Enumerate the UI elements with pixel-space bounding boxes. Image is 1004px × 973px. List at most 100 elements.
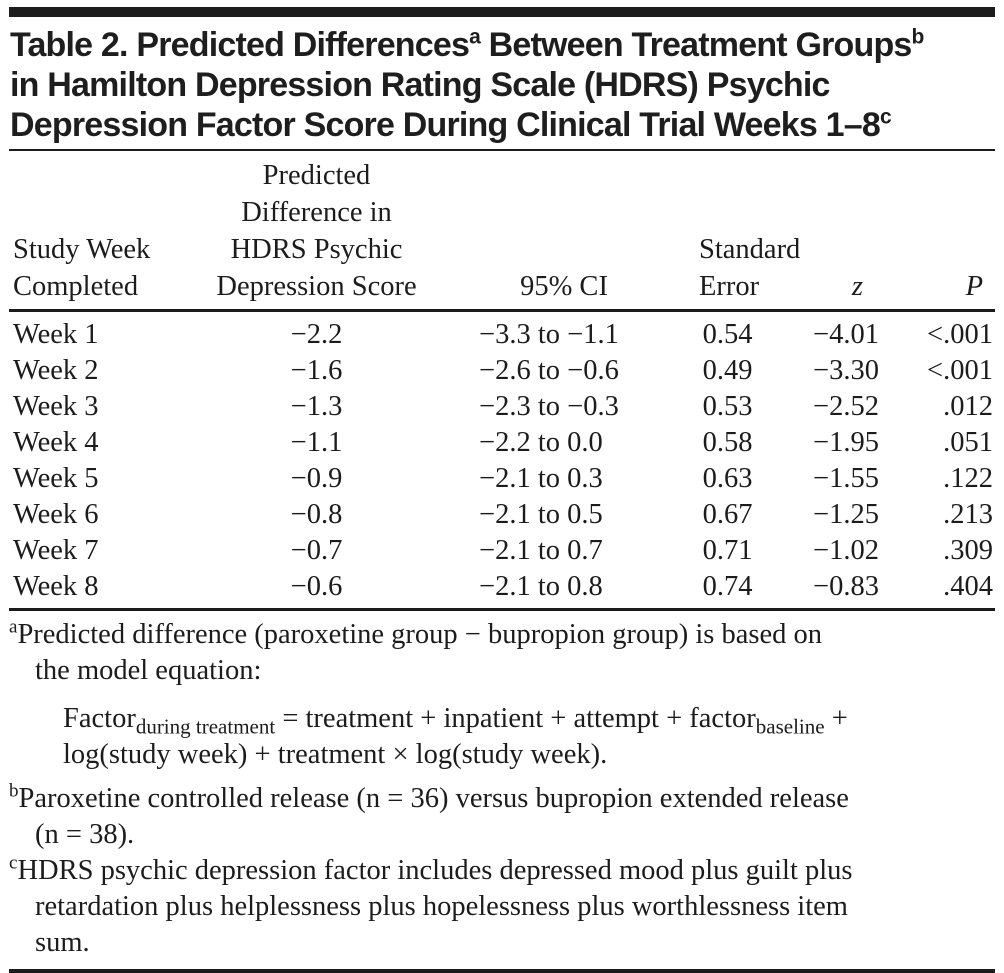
z-column-header: z (784, 151, 889, 311)
table-title-line-2: in Hamilton Depression Rating Scale (HDR… (10, 66, 830, 104)
title-footnote-marker-c: c (879, 105, 892, 129)
study-week-column-header: Study Week Completed (9, 151, 174, 311)
diff-cell: −0.9 (290, 463, 343, 494)
title-text: Table 2. Predicted Differences (10, 26, 470, 64)
table-row: Week 2 −1.6 −2.6 to −0.6 0.49 −3.30 <.00… (9, 353, 995, 389)
table-row: Week 4 −1.1 −2.2 to 0.0 0.58 −1.95 .051 (9, 425, 995, 461)
diff-cell: −0.7 (290, 535, 343, 566)
table-row: Week 1 −2.2 −3.3 to −1.1 0.54 −4.01 <.00… (9, 311, 995, 354)
title-footnote-marker-b: b (911, 25, 925, 49)
equation-term: = treatment + inpatient + attempt + fact… (275, 703, 756, 734)
footnote-marker-b: b (9, 780, 19, 802)
header-line: Study Week (13, 234, 151, 265)
results-table: Study Week Completed Predicted Differenc… (9, 151, 995, 611)
table-body: Week 1 −2.2 −3.3 to −1.1 0.54 −4.01 <.00… (9, 311, 995, 610)
z-cell: −2.52 (813, 391, 879, 422)
header-line: Depression Score (216, 271, 417, 302)
se-cell: 0.53 (702, 391, 753, 422)
z-cell: −0.83 (813, 571, 879, 602)
p-cell: .309 (943, 535, 993, 566)
p-cell: .213 (943, 499, 993, 530)
p-cell: .051 (943, 427, 993, 458)
z-cell: −1.55 (813, 463, 879, 494)
week-cell: Week 5 (13, 463, 99, 494)
p-cell: .122 (943, 463, 993, 494)
footnote-c-line: retardation plus helplessness plus hopel… (35, 891, 848, 922)
ci-value: −3.3 to −1.1 (479, 319, 619, 350)
ci-value: −2.2 to 0.0 (479, 427, 603, 458)
week-cell: Week 2 (13, 355, 99, 386)
header-line: Difference in (241, 197, 392, 228)
p-column-header: P (889, 151, 995, 311)
ci-cell: −2.6 to −0.6 (459, 353, 699, 389)
se-cell: 0.63 (702, 463, 753, 494)
week-cell: Week 4 (13, 427, 99, 458)
table-header: Study Week Completed Predicted Differenc… (9, 151, 995, 311)
table-row: Week 8 −0.6 −2.1 to 0.8 0.74 −0.83 .404 (9, 569, 995, 610)
footnote-text: Paroxetine controlled release (n = 36) v… (18, 783, 849, 814)
z-cell: −1.25 (813, 499, 879, 530)
se-cell: 0.71 (702, 535, 753, 566)
diff-cell: −1.1 (290, 427, 343, 458)
model-equation: Factorduring treatment = treatment + inp… (63, 701, 995, 773)
diff-cell: −0.6 (290, 571, 343, 602)
header-line: Standard (699, 234, 801, 265)
diff-cell: −1.3 (290, 391, 343, 422)
z-cell: −1.02 (813, 535, 879, 566)
ci-value: −2.6 to −0.6 (479, 355, 619, 386)
ci-cell: −2.1 to 0.8 (459, 569, 699, 610)
footnote-c: cHDRS psychic depression factor includes… (9, 853, 995, 961)
footnote-b-line: bParoxetine controlled release (n = 36) … (9, 781, 995, 817)
se-cell: 0.74 (702, 571, 753, 602)
z-cell: −4.01 (813, 319, 879, 350)
ci-value: −2.3 to −0.3 (479, 391, 619, 422)
table-row: Week 5 −0.9 −2.1 to 0.3 0.63 −1.55 .122 (9, 461, 995, 497)
header-line: P (965, 271, 983, 302)
se-cell: 0.58 (702, 427, 753, 458)
ci-value: −2.1 to 0.3 (479, 463, 603, 494)
header-line: z (851, 271, 863, 302)
ci-value: −2.1 to 0.8 (479, 571, 603, 602)
footnote-a-line: aPredicted difference (paroxetine group … (9, 617, 995, 653)
z-cell: −1.95 (813, 427, 879, 458)
week-cell: Week 7 (13, 535, 99, 566)
title-text: Between Treatment Groups (480, 26, 913, 64)
week-cell: Week 1 (13, 319, 99, 350)
table-row: Week 7 −0.7 −2.1 to 0.7 0.71 −1.02 .309 (9, 533, 995, 569)
equation-line-1: Factorduring treatment = treatment + inp… (63, 701, 995, 737)
footnote-marker-a: a (9, 616, 18, 638)
header-line: Completed (13, 271, 139, 302)
footnote-text: Predicted difference (paroxetine group −… (17, 619, 823, 650)
table-title-line-1: Table 2. Predicted Differencesa Between … (10, 25, 995, 65)
z-cell: −3.30 (813, 355, 879, 386)
header-line: Error (699, 271, 760, 302)
title-divider-rule (9, 149, 995, 151)
equation-term: + (824, 703, 848, 734)
table-title: Table 2. Predicted Differencesa Between … (9, 17, 995, 149)
week-cell: Week 8 (13, 571, 99, 602)
header-line: HDRS Psychic (230, 234, 403, 265)
footnote-c-line: sum. (35, 927, 90, 958)
equation-subscript: baseline (755, 714, 825, 739)
title-text: Depression Factor Score During Clinical … (10, 106, 881, 144)
ci-value: −2.1 to 0.7 (479, 535, 603, 566)
week-cell: Week 6 (13, 499, 99, 530)
predicted-difference-column-header: Predicted Difference in HDRS Psychic Dep… (174, 151, 459, 311)
footnote-a-line: the model equation: (35, 655, 262, 686)
se-cell: 0.54 (702, 319, 753, 350)
equation-line-2: log(study week) + treatment × log(study … (63, 739, 608, 770)
ci-cell: −2.2 to 0.0 (459, 425, 699, 461)
ci-value: −2.1 to 0.5 (479, 499, 603, 530)
title-footnote-marker-a: a (469, 25, 481, 49)
table-title-line-3: Depression Factor Score During Clinical … (10, 105, 995, 145)
ci-cell: −2.3 to −0.3 (459, 389, 699, 425)
ci-column-header: 95% CI (459, 151, 699, 311)
table-row: Week 6 −0.8 −2.1 to 0.5 0.67 −1.25 .213 (9, 497, 995, 533)
week-cell: Week 3 (13, 391, 99, 422)
se-cell: 0.49 (702, 355, 753, 386)
p-cell: .012 (943, 391, 993, 422)
footnote-marker-c: c (9, 852, 18, 874)
standard-error-column-header: Standard Error (699, 151, 801, 311)
ci-cell: −2.1 to 0.5 (459, 497, 699, 533)
